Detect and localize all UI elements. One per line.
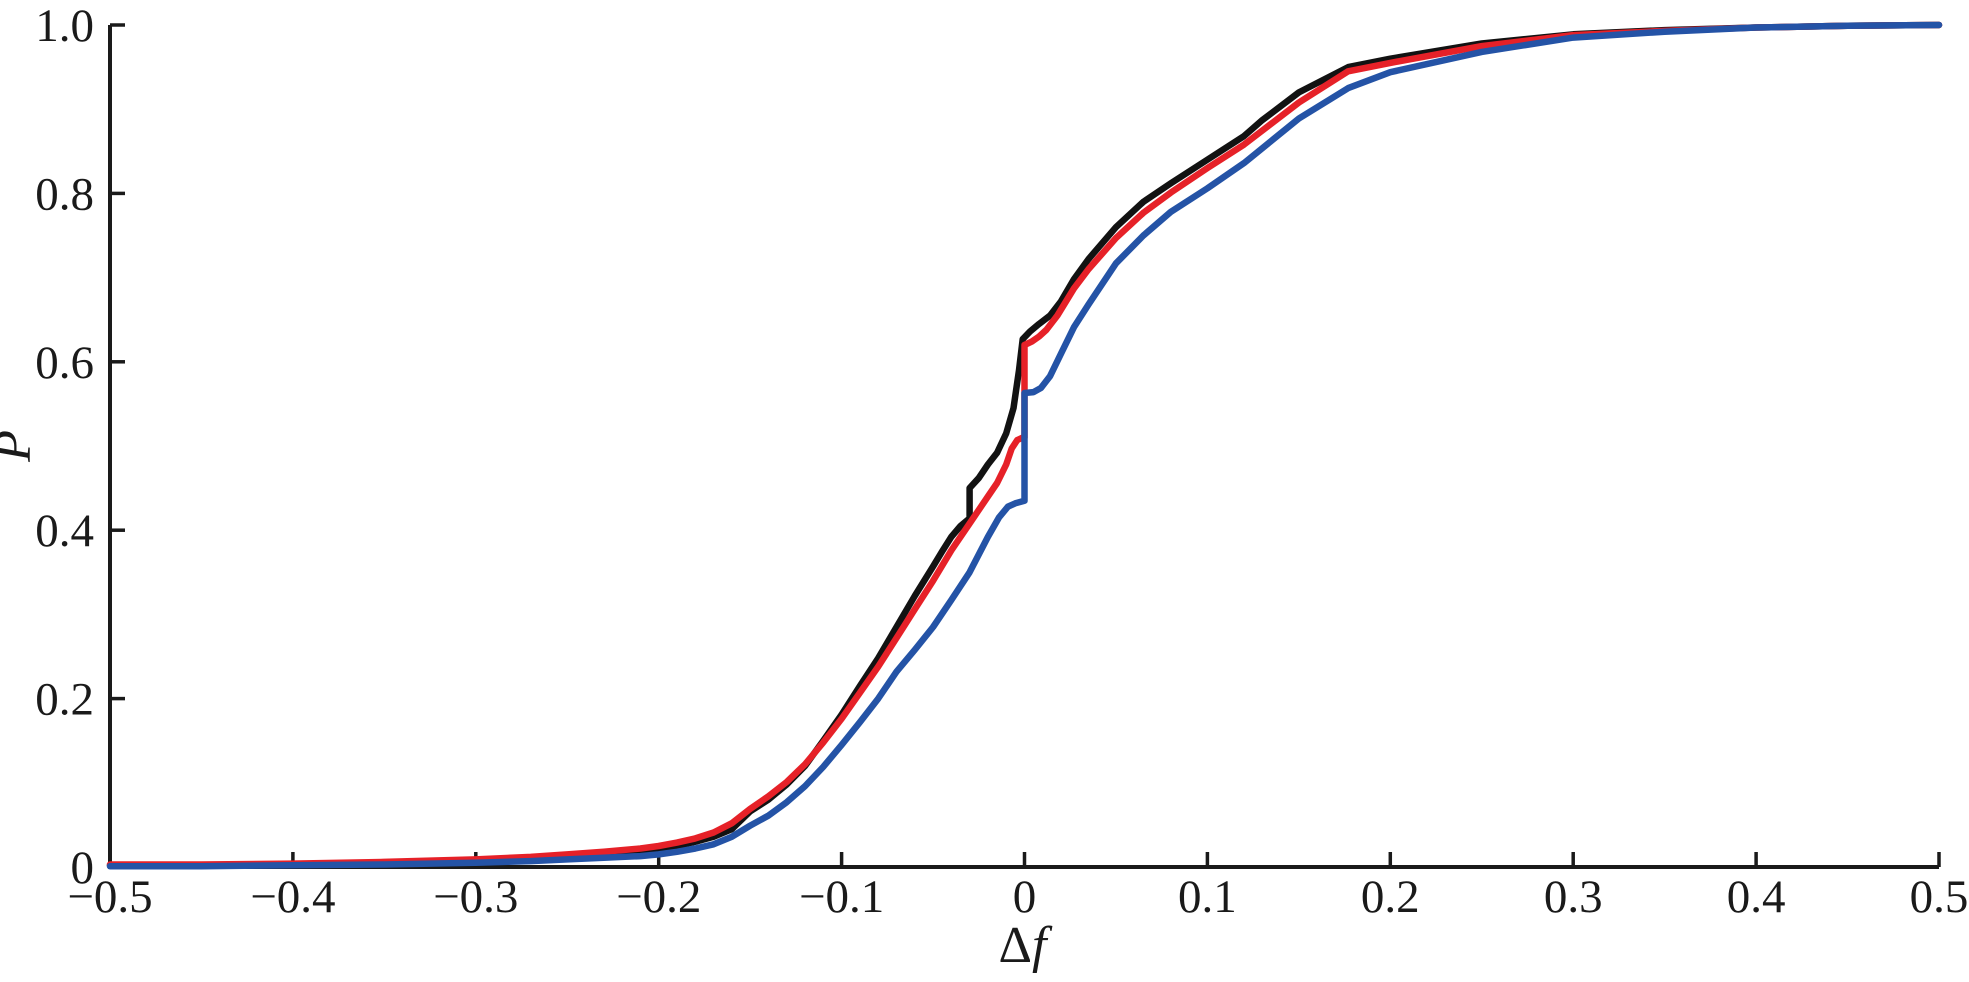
y-axis-tick-label: 0	[71, 842, 95, 894]
series-line-black-cdf	[106, 21, 1943, 869]
x-axis-tick-label: −0.2	[616, 871, 701, 923]
x-axis-label: Δf	[999, 917, 1053, 974]
y-axis-tick-label: 0.6	[35, 337, 94, 389]
x-axis-tick-label: 0	[1013, 871, 1037, 923]
series-line-red-cdf	[106, 21, 1943, 868]
x-axis-tick-label: 0.1	[1178, 871, 1237, 923]
x-axis-tick-label: 0.3	[1544, 871, 1603, 923]
x-axis-tick-label: −0.5	[67, 871, 152, 923]
y-axis-tick-label: 0.2	[35, 674, 94, 726]
x-axis-tick-label: −0.3	[433, 871, 518, 923]
series-line-blue-cdf	[106, 21, 1943, 870]
y-axis-tick-label: 0.4	[35, 505, 94, 557]
x-axis-tick-label: 0.4	[1727, 871, 1786, 923]
x-axis-tick-label: −0.4	[250, 871, 335, 923]
x-axis-tick-label: 0.5	[1910, 871, 1969, 923]
y-axis-tick-label: 0.8	[35, 168, 94, 220]
x-axis-tick-label: −0.1	[799, 871, 884, 923]
y-axis-tick-label: 1.0	[35, 0, 94, 52]
y-axis-label: P	[0, 430, 42, 463]
x-axis-tick-label: 0.2	[1361, 871, 1420, 923]
